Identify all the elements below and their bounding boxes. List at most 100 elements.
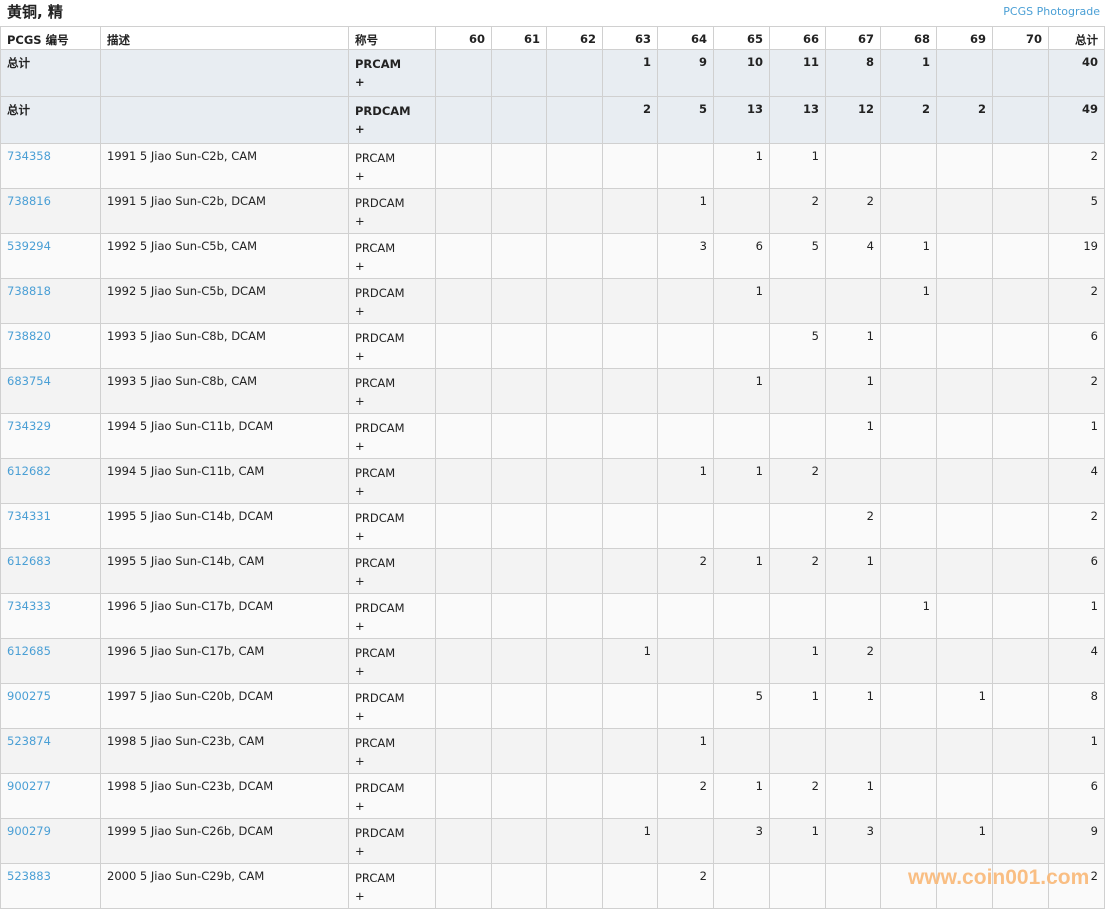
grade-count (602, 278, 658, 324)
pcgs-no-cell: 612682 (0, 458, 101, 504)
pcgs-no-link[interactable]: 738816 (7, 194, 51, 208)
grade-count (880, 503, 937, 549)
pcgs-no-link[interactable]: 738820 (7, 329, 51, 343)
grade-count (491, 683, 547, 729)
total-label: 总计 (0, 49, 101, 97)
pcgs-no-link[interactable]: 539294 (7, 239, 51, 253)
grade-count (880, 548, 937, 594)
grade-count (546, 233, 603, 279)
grade-count (435, 49, 492, 97)
header-grade-69: 69 (936, 26, 993, 50)
plus-sign: + (355, 664, 365, 678)
description: 1996 5 Jiao Sun-C17b, DCAM (100, 593, 349, 639)
designation: PRDCAM (355, 196, 405, 210)
description: 1995 5 Jiao Sun-C14b, DCAM (100, 503, 349, 549)
designation-cell: PRDCAM + (348, 188, 436, 234)
designation: PRCAM (355, 871, 396, 885)
table-row: 612685 1996 5 Jiao Sun-C17b, CAM PRCAM +1 1 2… (0, 638, 1105, 684)
grade-count (713, 323, 770, 369)
grade-count: 2 (769, 773, 826, 819)
table-row: 900275 1997 5 Jiao Sun-C20b, DCAM PRDCAM +5… (0, 683, 1105, 729)
pcgs-no-link[interactable]: 734331 (7, 509, 51, 523)
designation: PRDCAM (355, 691, 405, 705)
grade-count: 1 (602, 49, 658, 97)
pcgs-no-link[interactable]: 900279 (7, 824, 51, 838)
plus-sign: + (355, 754, 365, 768)
grade-count (936, 188, 993, 234)
total-row: 总计 PRDCAM +2 5 13 13 12 2 2 49 (0, 96, 1105, 144)
grade-count: 1 (880, 49, 937, 97)
grade-count (546, 548, 603, 594)
designation-cell: PRDCAM + (348, 818, 436, 864)
designation: PRDCAM (355, 331, 405, 345)
pcgs-no-link[interactable]: 612685 (7, 644, 51, 658)
grade-count (546, 278, 603, 324)
grade-count (825, 728, 881, 774)
designation: PRDCAM (355, 601, 405, 615)
grade-count (602, 863, 658, 909)
pcgs-no-link[interactable]: 523883 (7, 869, 51, 883)
grade-count (992, 683, 1049, 729)
pcgs-no-link[interactable]: 612683 (7, 554, 51, 568)
row-total: 49 (1048, 96, 1105, 144)
row-total: 4 (1048, 458, 1105, 504)
pcgs-no-link[interactable]: 734358 (7, 149, 51, 163)
designation: PRCAM (355, 736, 396, 750)
designation: PRDCAM (355, 104, 411, 118)
grade-count (992, 638, 1049, 684)
grade-count (602, 143, 658, 189)
grade-count: 1 (713, 278, 770, 324)
grade-count (880, 323, 937, 369)
pcgs-no-link[interactable]: 900275 (7, 689, 51, 703)
designation-cell: PRDCAM + (348, 323, 436, 369)
grade-count (435, 638, 492, 684)
grade-count (657, 593, 714, 639)
header-grade-62: 62 (546, 26, 603, 50)
photograde-link[interactable]: PCGS Photograde (1003, 5, 1100, 18)
grade-count (880, 368, 937, 414)
table-row: 539294 1992 5 Jiao Sun-C5b, CAM PRCAM +3 6 5 4… (0, 233, 1105, 279)
pcgs-no-link[interactable]: 612682 (7, 464, 51, 478)
grade-count (491, 143, 547, 189)
total-label: 总计 (0, 96, 101, 144)
pcgs-no-link[interactable]: 734329 (7, 419, 51, 433)
grade-count (713, 413, 770, 459)
grade-count (880, 143, 937, 189)
row-total: 6 (1048, 773, 1105, 819)
grade-count: 1 (713, 548, 770, 594)
pcgs-no-link[interactable]: 900277 (7, 779, 51, 793)
pcgs-no-cell: 523883 (0, 863, 101, 909)
grade-count: 1 (825, 323, 881, 369)
description: 1994 5 Jiao Sun-C11b, DCAM (100, 413, 349, 459)
grade-count (936, 503, 993, 549)
header-grade-67: 67 (825, 26, 881, 50)
grade-count (769, 413, 826, 459)
row-total: 2 (1048, 278, 1105, 324)
grade-count: 2 (825, 638, 881, 684)
grade-count (936, 413, 993, 459)
grade-count: 11 (769, 49, 826, 97)
pcgs-no-link[interactable]: 738818 (7, 284, 51, 298)
plus-sign: + (355, 304, 365, 318)
grade-count (657, 368, 714, 414)
grade-count (546, 49, 603, 97)
grade-count (491, 368, 547, 414)
grade-count (936, 548, 993, 594)
grade-count (880, 458, 937, 504)
grade-count (880, 413, 937, 459)
designation: PRDCAM (355, 511, 405, 525)
plus-sign: + (355, 574, 365, 588)
designation-cell: PRDCAM + (348, 503, 436, 549)
watermark: www.coin001.com (908, 866, 1090, 889)
header-grade-68: 68 (880, 26, 937, 50)
grade-count: 1 (769, 818, 826, 864)
grade-count (825, 458, 881, 504)
grade-count (435, 413, 492, 459)
grade-count (992, 728, 1049, 774)
pcgs-no-link[interactable]: 523874 (7, 734, 51, 748)
designation: PRCAM (355, 556, 396, 570)
table-row: 734358 1991 5 Jiao Sun-C2b, CAM PRCAM +1 1 2 (0, 143, 1105, 189)
pcgs-no-link[interactable]: 683754 (7, 374, 51, 388)
grade-count (657, 413, 714, 459)
pcgs-no-link[interactable]: 734333 (7, 599, 51, 613)
